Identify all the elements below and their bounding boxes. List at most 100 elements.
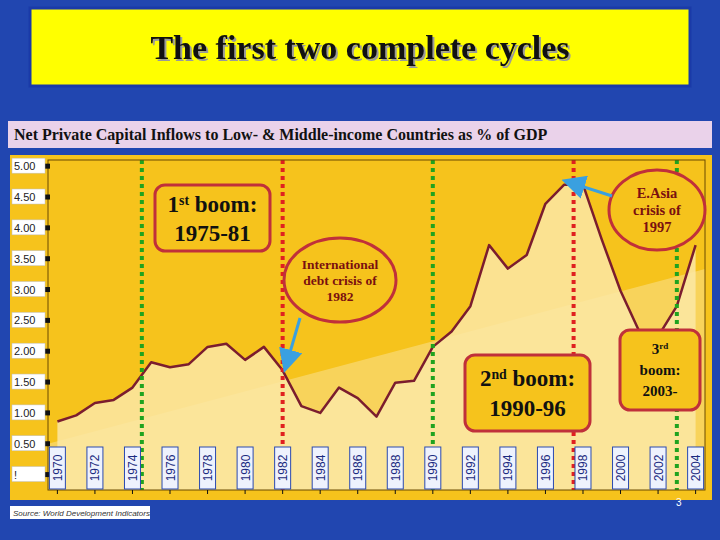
x-tick xyxy=(320,490,321,494)
y-label-box xyxy=(12,436,45,451)
y-label-box xyxy=(12,158,45,173)
subtitle: Net Private Capital Inflows to Low- & Mi… xyxy=(14,126,548,144)
x-tick xyxy=(395,490,396,494)
annotation-text: 2003- xyxy=(643,383,678,399)
y-tick xyxy=(45,164,50,169)
y-label-box xyxy=(12,374,45,389)
plot-data xyxy=(48,160,705,490)
x-tick-label: 1988 xyxy=(389,454,403,481)
x-tick-label: 1984 xyxy=(314,454,328,481)
annotation-arrow xyxy=(286,318,300,367)
annotation-box xyxy=(465,355,590,431)
x-label-box xyxy=(312,447,328,489)
x-tick-label: 1976 xyxy=(164,454,178,481)
x-label-box xyxy=(350,447,366,489)
annotation-box xyxy=(155,185,270,251)
plot-frame xyxy=(48,160,705,490)
plot-panel xyxy=(10,155,712,500)
x-label-box xyxy=(462,447,478,489)
x-tick-label: 1996 xyxy=(539,454,553,481)
x-tick-label: 1970 xyxy=(51,454,65,481)
x-tick xyxy=(282,490,283,494)
subtitle-band xyxy=(8,121,712,148)
x-label-box xyxy=(387,447,403,489)
x-label-box xyxy=(87,447,103,489)
y-tick-label: 2.00 xyxy=(14,345,35,357)
x-tick-label: 1994 xyxy=(501,454,515,481)
x-label-box xyxy=(124,447,140,489)
y-tick xyxy=(45,349,50,354)
annotation-text: crisis of xyxy=(633,202,681,218)
period-marker xyxy=(140,160,144,490)
annotation-text: 2nd boom: xyxy=(480,366,575,391)
period-marker xyxy=(572,160,576,490)
y-tick xyxy=(45,318,50,323)
y-tick xyxy=(45,225,50,230)
x-label-box xyxy=(613,447,629,489)
y-tick-label: 1.00 xyxy=(14,407,35,419)
y-tick xyxy=(45,287,50,292)
y-tick xyxy=(45,380,50,385)
annotation-box xyxy=(620,330,700,410)
annotation-text: 1990-96 xyxy=(489,396,566,421)
x-label-box xyxy=(237,447,253,489)
area-fill xyxy=(57,185,695,490)
x-tick xyxy=(170,490,171,494)
x-tick-label: 1992 xyxy=(464,454,478,481)
x-label-box xyxy=(575,447,591,489)
x-tick xyxy=(695,490,696,494)
x-label-box xyxy=(162,447,178,489)
title: The first two complete cycles xyxy=(150,29,569,66)
y-tick-label: 3.50 xyxy=(14,253,35,265)
y-tick xyxy=(45,195,50,200)
y-tick-label: 3.00 xyxy=(14,284,35,296)
y-tick xyxy=(45,410,50,415)
y-tick-label: ! xyxy=(14,469,17,481)
annotation-text: boom: xyxy=(640,362,681,378)
source-box xyxy=(10,506,150,519)
x-tick xyxy=(357,490,358,494)
slide: The first two complete cycles Net Private… xyxy=(0,0,720,540)
x-tick-label: 2002 xyxy=(652,454,666,481)
x-tick-label: 1990 xyxy=(426,454,440,481)
y-tick xyxy=(45,441,50,446)
data-line xyxy=(57,185,695,422)
x-tick-label: 1972 xyxy=(88,454,102,481)
x-label-box xyxy=(650,447,666,489)
y-label-box xyxy=(12,405,45,420)
annotation-text: E.Asia xyxy=(637,185,678,201)
annotation-text: 1982 xyxy=(327,289,354,304)
x-tick-label: 1986 xyxy=(351,454,365,481)
x-label-box xyxy=(688,447,704,489)
y-label-box xyxy=(12,343,45,358)
x-tick xyxy=(132,490,133,494)
annotation-arrow xyxy=(567,182,612,196)
source: Source: World Development Indicators xyxy=(13,509,150,518)
x-tick-label: 1978 xyxy=(201,454,215,481)
x-tick xyxy=(245,490,246,494)
x-tick xyxy=(432,490,433,494)
x-label-box xyxy=(275,447,291,489)
x-tick-label: 2004 xyxy=(689,454,703,481)
y-label-box xyxy=(12,467,45,482)
y-tick xyxy=(45,256,50,261)
x-tick-label: 2000 xyxy=(614,454,628,481)
annotation-text: 1975-81 xyxy=(174,221,251,246)
y-label-box xyxy=(12,312,45,327)
annotation-text: 1st boom: xyxy=(168,192,258,217)
x-tick xyxy=(470,490,471,494)
y-tick-label: 2.50 xyxy=(14,314,35,326)
y-tick-label: 1.50 xyxy=(14,376,35,388)
x-tick xyxy=(507,490,508,494)
x-tick xyxy=(207,490,208,494)
annotation-text: International xyxy=(302,257,379,272)
x-label-box xyxy=(49,447,65,489)
y-label-box xyxy=(12,220,45,235)
x-tick-label: 1980 xyxy=(239,454,253,481)
x-tick-label: 1998 xyxy=(576,454,590,481)
y-tick-label: 4.50 xyxy=(14,191,35,203)
x-label-box xyxy=(500,447,516,489)
annotation-ellipse xyxy=(609,170,705,250)
annotation-text: 1997 xyxy=(643,219,672,235)
x-tick xyxy=(94,490,95,494)
